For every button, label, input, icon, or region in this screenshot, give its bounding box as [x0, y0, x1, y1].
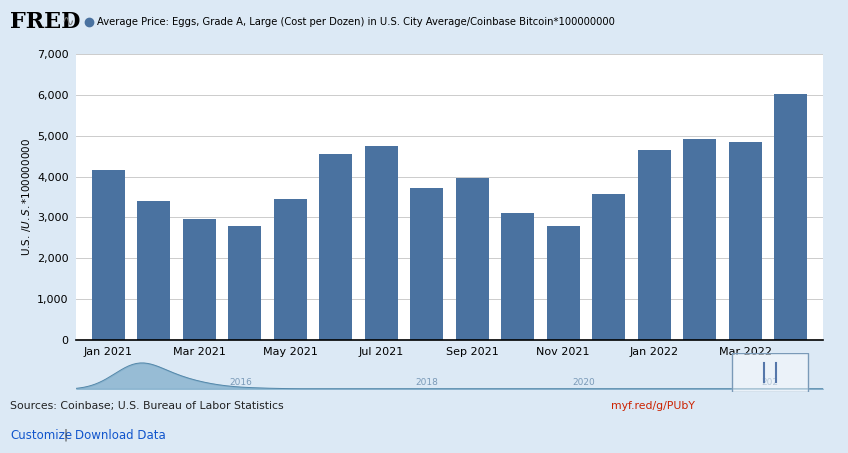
Text: |: |	[64, 429, 68, 442]
Text: ∿: ∿	[61, 14, 74, 29]
Bar	[92, 170, 125, 340]
Bar	[410, 188, 443, 340]
Bar	[732, 353, 807, 392]
Bar	[683, 139, 716, 340]
Bar	[137, 201, 170, 340]
Bar	[547, 226, 579, 340]
Bar	[774, 94, 807, 340]
Bar	[732, 353, 807, 392]
Bar	[228, 226, 261, 340]
Text: 2018: 2018	[416, 378, 438, 387]
Text: Customize: Customize	[10, 429, 72, 442]
Bar	[183, 220, 215, 340]
Text: FRED: FRED	[10, 11, 81, 34]
Bar	[501, 213, 534, 340]
Text: Sources: Coinbase; U.S. Bureau of Labor Statistics: Sources: Coinbase; U.S. Bureau of Labor …	[10, 401, 284, 411]
Bar	[728, 142, 762, 340]
Y-axis label: U.S. $/U.S. $*100000000: U.S. $/U.S. $*100000000	[20, 138, 33, 256]
Text: Download Data: Download Data	[75, 429, 165, 442]
Text: 2016: 2016	[229, 378, 252, 387]
Bar	[592, 194, 625, 340]
Bar	[365, 146, 398, 340]
Text: myf.red/g/PUbY: myf.red/g/PUbY	[611, 401, 695, 411]
Text: Average Price: Eggs, Grade A, Large (Cost per Dozen) in U.S. City Average/Coinba: Average Price: Eggs, Grade A, Large (Cos…	[97, 17, 615, 28]
Bar	[320, 154, 352, 340]
Text: 202: 202	[762, 378, 778, 387]
Bar	[456, 178, 488, 340]
Text: 2020: 2020	[572, 378, 595, 387]
Bar	[638, 150, 671, 340]
Bar	[274, 199, 307, 340]
